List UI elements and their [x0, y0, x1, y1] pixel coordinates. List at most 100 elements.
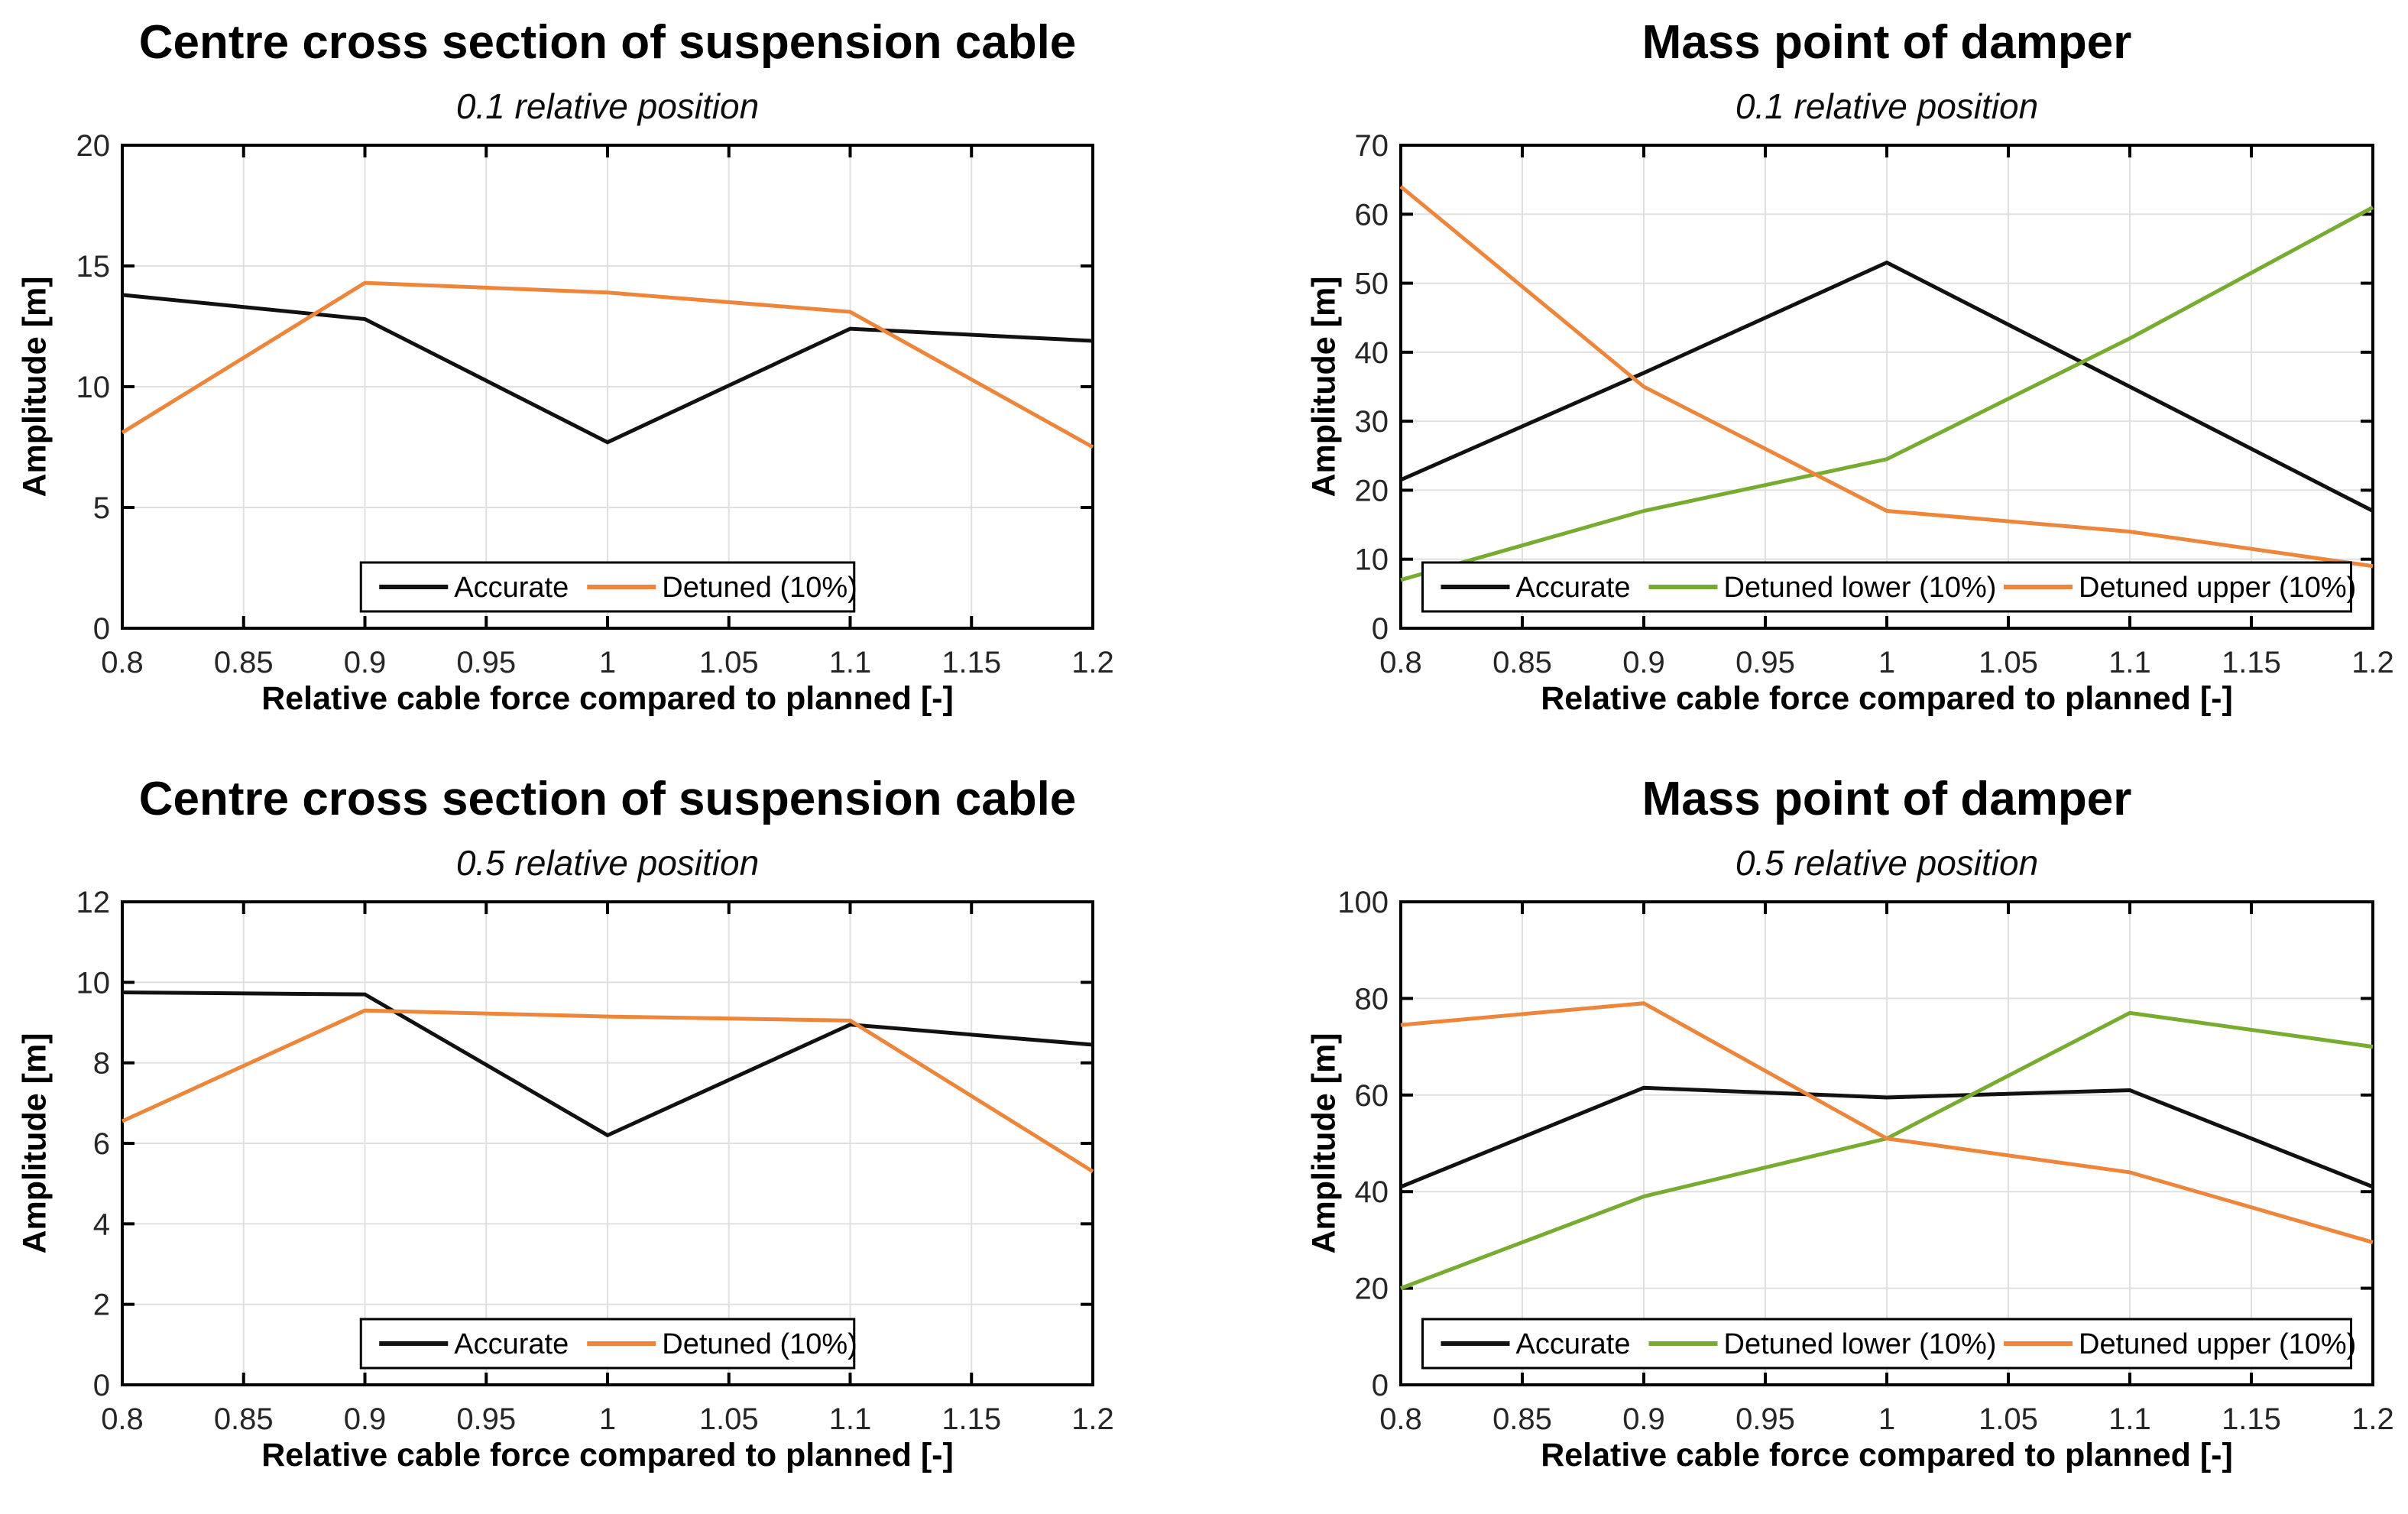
y-tick-label: 20: [76, 129, 111, 163]
y-tick-label: 20: [1355, 1272, 1389, 1306]
chart-subtitle: 0.1 relative position: [455, 86, 760, 126]
series-lines: [121, 990, 1094, 1173]
series-line-accurate: [1400, 1085, 2374, 1189]
tick-marks: [121, 900, 1094, 1386]
y-tick-label: 60: [1355, 198, 1389, 232]
x-tick-label: 0.9: [344, 646, 387, 679]
y-tick-label: 8: [93, 1047, 110, 1081]
chart-subtitle: 0.1 relative position: [1735, 86, 2039, 126]
series-line-accurate: [122, 293, 1094, 445]
plot-area: 0.8 0.85 0.9 0.95 1 1.05 1.1 1.15 1.2 0 2 4 6 8 10 12 Ac…: [76, 886, 1114, 1436]
y-tick-label: 6: [93, 1127, 110, 1161]
y-tick-label: 0: [1372, 612, 1389, 646]
legend-label-detuned-lower-10: Detuned lower (10%): [1724, 572, 1997, 604]
x-tick-label: 1.05: [1979, 646, 2038, 679]
y-tick-label: 2: [93, 1289, 110, 1322]
tick-marks: [1399, 144, 2374, 630]
series-line-accurate: [1399, 260, 2374, 513]
y-tick-label: 80: [1355, 982, 1389, 1016]
x-tick-label: 0.95: [456, 1402, 516, 1436]
x-tick-label: 0.8: [101, 646, 144, 679]
x-tick-label: 0.8: [101, 1402, 144, 1436]
legend-box: [1421, 561, 2352, 613]
x-tick-label: 1: [1878, 1402, 1895, 1436]
x-tick-label: 1.15: [941, 646, 1001, 679]
x-tick-label: 1.15: [941, 1402, 1001, 1436]
legend: Accurate Detuned (10%): [359, 561, 857, 613]
y-tick-label: 12: [76, 886, 111, 919]
chart-top-left: Centre cross section of suspension cable…: [0, 0, 1204, 757]
grid-lines: [1400, 901, 2374, 1386]
x-tick-label: 0.85: [1492, 646, 1552, 679]
plot-area: 0.8 0.85 0.9 0.95 1 1.05 1.1 1.15 1.2 0 20 40 60 80 10…: [1337, 886, 2394, 1436]
x-tick-label: 0.85: [214, 1402, 274, 1436]
y-tick-label: 20: [1355, 474, 1389, 507]
y-tick-label: 10: [76, 371, 111, 404]
x-tick-label: 1.1: [829, 1402, 872, 1436]
legend-label-accurate: Accurate: [454, 1328, 569, 1360]
x-tick-label: 1.05: [699, 646, 759, 679]
series-line-detuned-upper-10: [1399, 185, 2374, 569]
x-axis-label: Relative cable force compared to planned…: [261, 1437, 954, 1473]
y-tick-label: 10: [1355, 543, 1389, 577]
legend: Accurate Detuned lower (10%) Detuned upper…: [1421, 1318, 2356, 1370]
x-tick-label: 0.85: [1492, 1402, 1552, 1436]
series-line-detuned-10: [121, 1008, 1094, 1173]
chart-subtitle: 0.5 relative position: [455, 843, 760, 883]
legend-label-detuned-10: Detuned (10%): [662, 1328, 857, 1360]
tick-marks: [121, 144, 1094, 630]
x-axis-label: Relative cable force compared to planned…: [261, 680, 954, 717]
legend: Accurate Detuned lower (10%) Detuned upper…: [1421, 561, 2356, 613]
y-tick-label: 0: [93, 612, 110, 646]
x-tick-label: 1: [1878, 646, 1895, 679]
x-tick-label: 0.95: [1736, 1402, 1795, 1436]
x-tick-label: 1.2: [1071, 646, 1114, 679]
chart-title: Mass point of damper: [1642, 16, 2132, 69]
y-tick-label: 70: [1355, 129, 1389, 163]
y-tick-label: 40: [1355, 336, 1389, 370]
legend-label-accurate: Accurate: [1516, 572, 1631, 604]
grid-lines: [122, 144, 1094, 629]
x-tick-labels: 0.8 0.85 0.9 0.95 1 1.05 1.1 1.15 1.2: [101, 1402, 1114, 1436]
chart-bottom-left: Centre cross section of suspension cable…: [0, 757, 1204, 1514]
chart-subtitle: 0.5 relative position: [1735, 843, 2039, 883]
grid-lines: [1400, 144, 2374, 629]
chart-title: Centre cross section of suspension cable: [138, 16, 1077, 69]
x-tick-label: 1.2: [2351, 1402, 2394, 1436]
plot-area: 0.8 0.85 0.9 0.95 1 1.05 1.1 1.15 1.2 0 10 20 30 40 50…: [1355, 129, 2394, 679]
legend-label-detuned-lower-10: Detuned lower (10%): [1724, 1328, 1997, 1360]
legend-label-detuned-upper-10: Detuned upper (10%): [2079, 1328, 2356, 1360]
y-tick-label: 40: [1355, 1175, 1389, 1209]
x-tick-labels: 0.8 0.85 0.9 0.95 1 1.05 1.1 1.15 1.2: [1379, 646, 2394, 679]
x-tick-label: 1.1: [829, 646, 872, 679]
y-tick-label: 4: [93, 1208, 110, 1241]
x-tick-label: 0.8: [1379, 1402, 1422, 1436]
y-tick-labels: 0 5 10 15 20: [76, 129, 111, 646]
y-tick-labels: 0 10 20 30 40 50 60 70: [1355, 129, 1389, 646]
series-lines: [121, 280, 1094, 449]
x-tick-label: 1.15: [2222, 646, 2281, 679]
y-tick-label: 0: [93, 1369, 110, 1402]
x-tick-labels: 0.8 0.85 0.9 0.95 1 1.05 1.1 1.15 1.2: [101, 646, 1114, 679]
y-tick-label: 30: [1355, 405, 1389, 439]
y-tick-label: 100: [1337, 886, 1389, 919]
chart-title: Centre cross section of suspension cable: [138, 773, 1077, 825]
tick-marks: [1399, 900, 2374, 1386]
legend-label-accurate: Accurate: [1516, 1328, 1631, 1360]
x-tick-label: 0.9: [344, 1402, 387, 1436]
x-tick-label: 0.9: [1622, 1402, 1665, 1436]
series-lines: [1399, 185, 2374, 582]
x-tick-label: 1.1: [2108, 646, 2151, 679]
legend: Accurate Detuned (10%): [359, 1318, 857, 1370]
series-lines: [1400, 1001, 2374, 1290]
x-tick-label: 0.95: [1736, 646, 1795, 679]
y-tick-labels: 0 2 4 6 8 10 12: [76, 886, 111, 1402]
x-tick-label: 1.15: [2222, 1402, 2281, 1436]
series-line-detuned-10: [121, 280, 1094, 449]
series-line-accurate: [122, 990, 1094, 1138]
x-axis-label: Relative cable force compared to planned…: [1541, 680, 2233, 717]
x-tick-label: 1.1: [2108, 1402, 2151, 1436]
y-tick-labels: 0 20 40 60 80 100: [1337, 886, 1389, 1402]
y-tick-label: 15: [76, 250, 111, 284]
